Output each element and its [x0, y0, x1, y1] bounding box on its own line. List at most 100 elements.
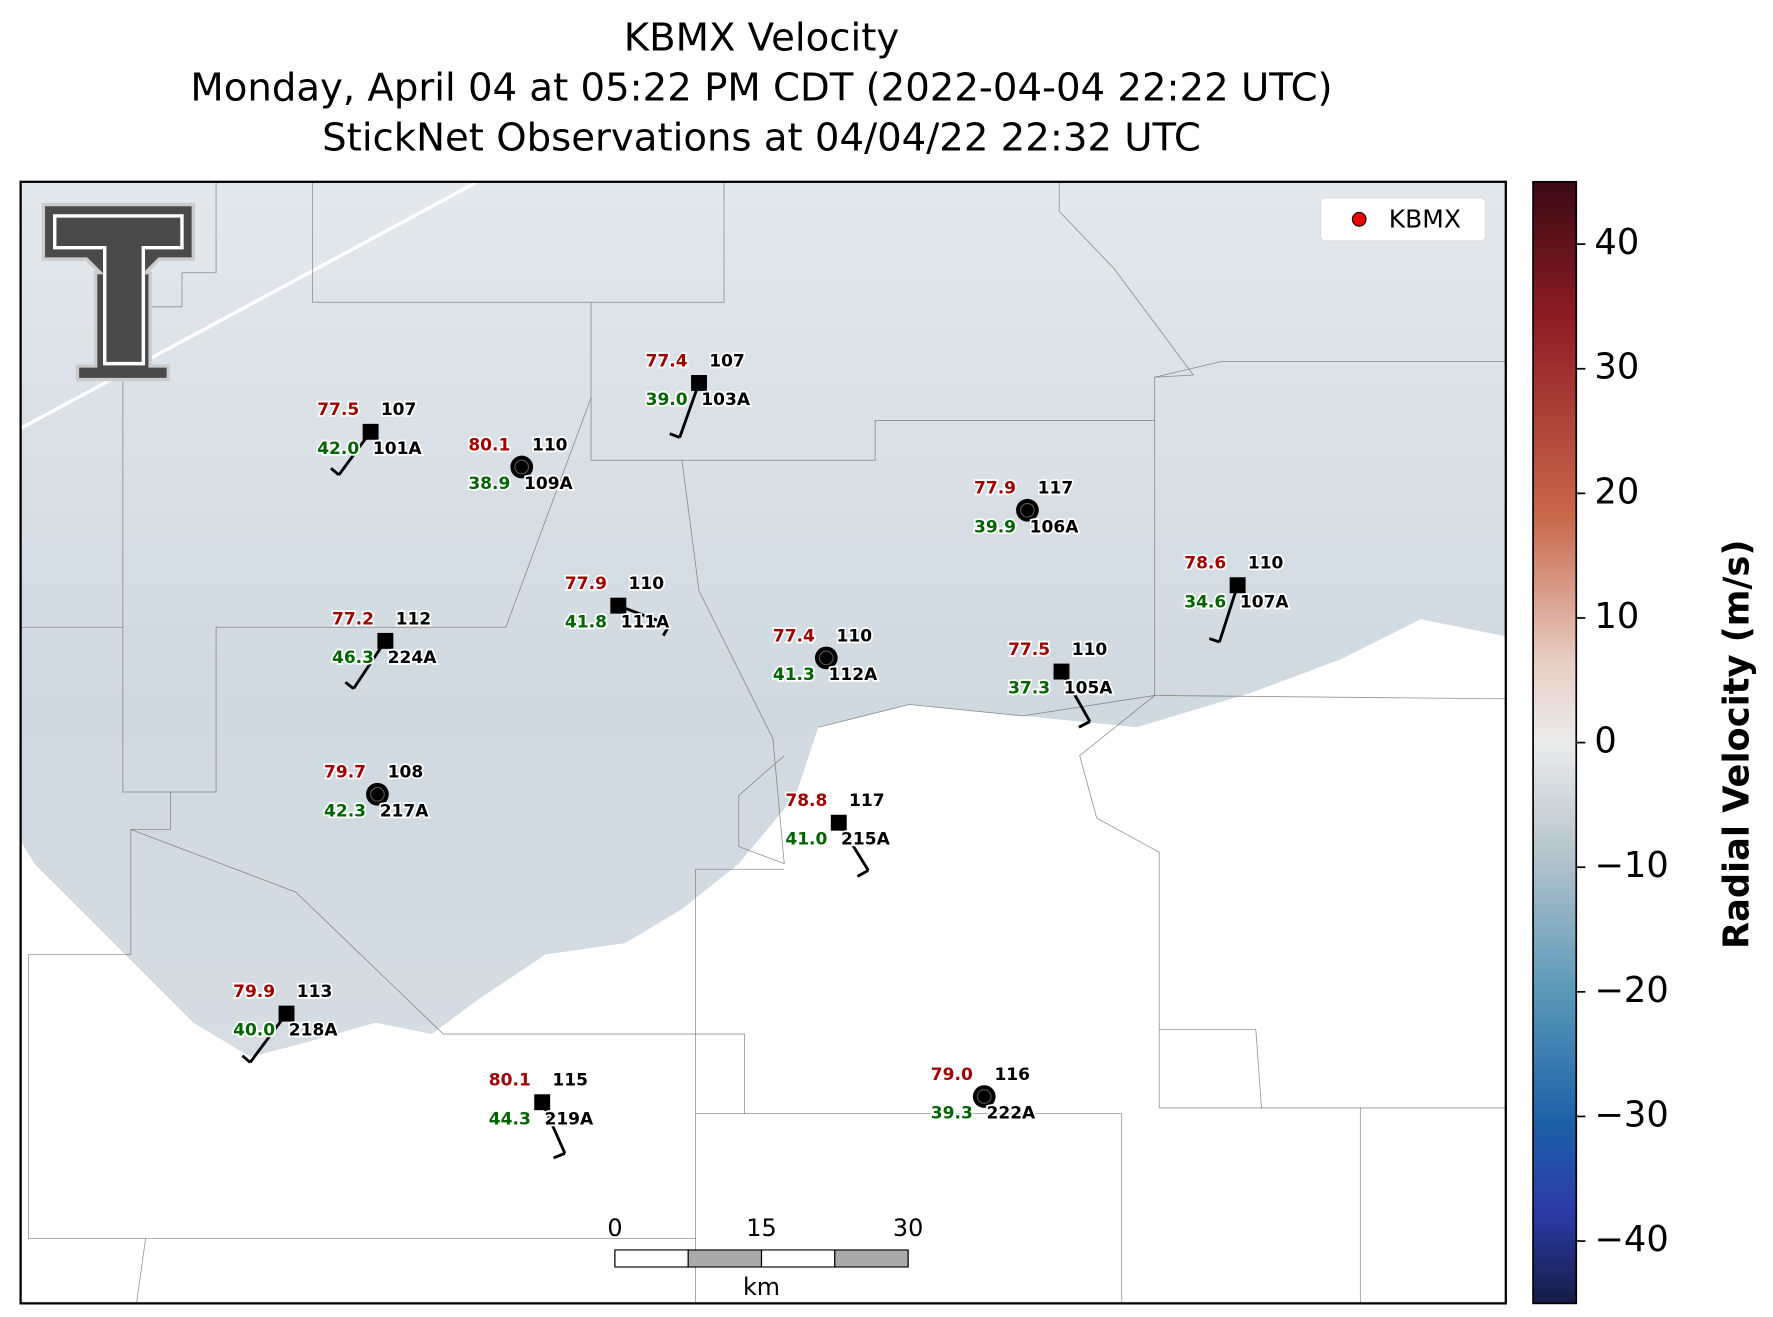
station-value: 115 — [552, 1071, 588, 1091]
station-marker — [691, 374, 707, 391]
colorbar-tick-label: 30 — [1594, 347, 1639, 388]
temperature: 77.4 — [646, 351, 688, 371]
colorbar-gradient — [1532, 180, 1578, 1305]
station-id: 103A — [701, 390, 751, 410]
wind-barb — [241, 1054, 252, 1064]
legend-label: KBMX — [1389, 204, 1461, 233]
wind-barb — [617, 604, 670, 627]
dewpoint: 39.0 — [646, 390, 688, 410]
stations: 77.5 107 42.0 101A 80.1 110 38.9 109A 77.4 107 39.… — [231, 350, 1291, 1160]
station-id: 222A — [986, 1104, 1036, 1124]
station: 77.4 110 41.3 112A — [771, 625, 880, 687]
station-marker — [1053, 663, 1070, 680]
logo — [41, 202, 196, 382]
station-value: 107 — [709, 351, 745, 371]
colorbar-tick-label: −40 — [1594, 1219, 1668, 1260]
station-id: 109A — [524, 474, 574, 494]
colorbar-tick-label: 40 — [1594, 222, 1639, 263]
scale-tick-label: 15 — [746, 1214, 776, 1242]
station-value: 110 — [1072, 640, 1108, 660]
temperature: 77.9 — [565, 574, 607, 594]
station-marker-ring — [1020, 502, 1035, 518]
station-id: 215A — [841, 830, 891, 850]
station: 79.0 116 39.3 222A — [929, 1063, 1038, 1125]
map-frame — [19, 180, 1507, 1305]
station-id: 217A — [380, 801, 430, 821]
colorbar-tick-label: 0 — [1594, 721, 1616, 762]
temperature: 78.8 — [785, 791, 827, 811]
dewpoint: 41.3 — [773, 665, 815, 685]
station-id: 106A — [1030, 517, 1080, 537]
temperature: 77.9 — [974, 479, 1016, 499]
station-id: 107A — [1240, 592, 1290, 612]
scale-unit: km — [743, 1273, 780, 1301]
station-marker-ring — [514, 459, 530, 475]
station-marker — [1229, 577, 1246, 594]
dewpoint: 41.8 — [565, 613, 607, 633]
station: 80.1 110 38.9 109A — [467, 434, 576, 496]
scale-segment — [614, 1249, 689, 1268]
wind-barb — [1208, 637, 1220, 644]
station-marker — [534, 1094, 551, 1111]
wind-barb — [249, 1012, 288, 1064]
station-value: 110 — [1248, 554, 1284, 574]
station-id: 101A — [373, 439, 423, 459]
station-id: 112A — [829, 665, 879, 685]
scale-segment — [687, 1249, 763, 1268]
wind-barb — [553, 1152, 566, 1160]
station-value: 117 — [1038, 479, 1074, 499]
subtitle: StickNet Observations at 04/04/22 22:32 … — [322, 115, 1201, 160]
station: 77.9 117 39.9 106A — [972, 477, 1081, 539]
station-value: 117 — [849, 791, 885, 811]
legend: KBMX — [1320, 197, 1486, 242]
wind-barb — [669, 432, 681, 439]
colorbar-tick-label: −10 — [1594, 845, 1668, 886]
title: KBMX Velocity — [624, 15, 899, 60]
wind-barb — [1218, 584, 1239, 643]
station: 78.6 110 34.6 107A — [1183, 552, 1291, 644]
station: 77.4 107 39.0 103A — [644, 350, 753, 439]
colorbar-tick-label: −30 — [1594, 1094, 1668, 1135]
station-marker — [278, 1005, 295, 1022]
radar-echo — [20, 181, 1506, 1057]
station-marker — [1016, 498, 1039, 522]
station-id: 105A — [1064, 679, 1114, 699]
subtitle: Monday, April 04 at 05:22 PM CDT (2022-0… — [190, 65, 1332, 110]
dewpoint: 40.0 — [233, 1021, 275, 1041]
station: 77.5 110 37.3 105A — [1006, 638, 1115, 729]
station: 77.9 110 41.8 111A — [563, 572, 672, 637]
station: 77.5 107 42.0 101A — [315, 399, 424, 477]
station: 77.2 112 46.3 224A — [330, 608, 439, 690]
wind-barb — [662, 624, 671, 637]
station-id: 218A — [289, 1021, 339, 1041]
wind-barb — [344, 681, 355, 690]
station: 78.8 117 41.0 215A — [784, 789, 892, 878]
temperature: 77.5 — [317, 400, 359, 420]
wind-barb — [540, 1101, 567, 1154]
station-value: 108 — [388, 763, 424, 783]
wind-barb — [678, 382, 701, 438]
station-marker — [814, 646, 838, 670]
colorbar: Radial Velocity (m/s) 40 30 20 10 0 −10 −20 −30… — [1532, 180, 1758, 1305]
dewpoint: 42.3 — [324, 801, 366, 821]
station: 79.9 113 40.0 218A — [231, 980, 340, 1064]
legend-box — [1320, 197, 1486, 242]
temperature: 79.9 — [233, 982, 275, 1002]
temperature: 77.2 — [332, 609, 374, 629]
station: 80.1 115 44.3 219A — [487, 1069, 596, 1160]
scale-segment — [834, 1249, 909, 1268]
station-value: 110 — [837, 626, 873, 646]
dewpoint: 37.3 — [1008, 679, 1050, 699]
station-marker-ring — [818, 650, 834, 666]
colorbar-label: Radial Velocity (m/s) — [1717, 540, 1758, 949]
station-marker — [510, 455, 534, 479]
scale-tick-label: 0 — [607, 1214, 622, 1242]
dewpoint: 38.9 — [468, 474, 510, 494]
station-id: 224A — [388, 648, 438, 668]
colorbar-tick-label: 20 — [1594, 471, 1639, 512]
temperature: 80.1 — [489, 1071, 531, 1091]
dewpoint: 39.3 — [931, 1104, 973, 1124]
wind-barb — [856, 869, 870, 878]
station-value: 116 — [994, 1065, 1030, 1085]
